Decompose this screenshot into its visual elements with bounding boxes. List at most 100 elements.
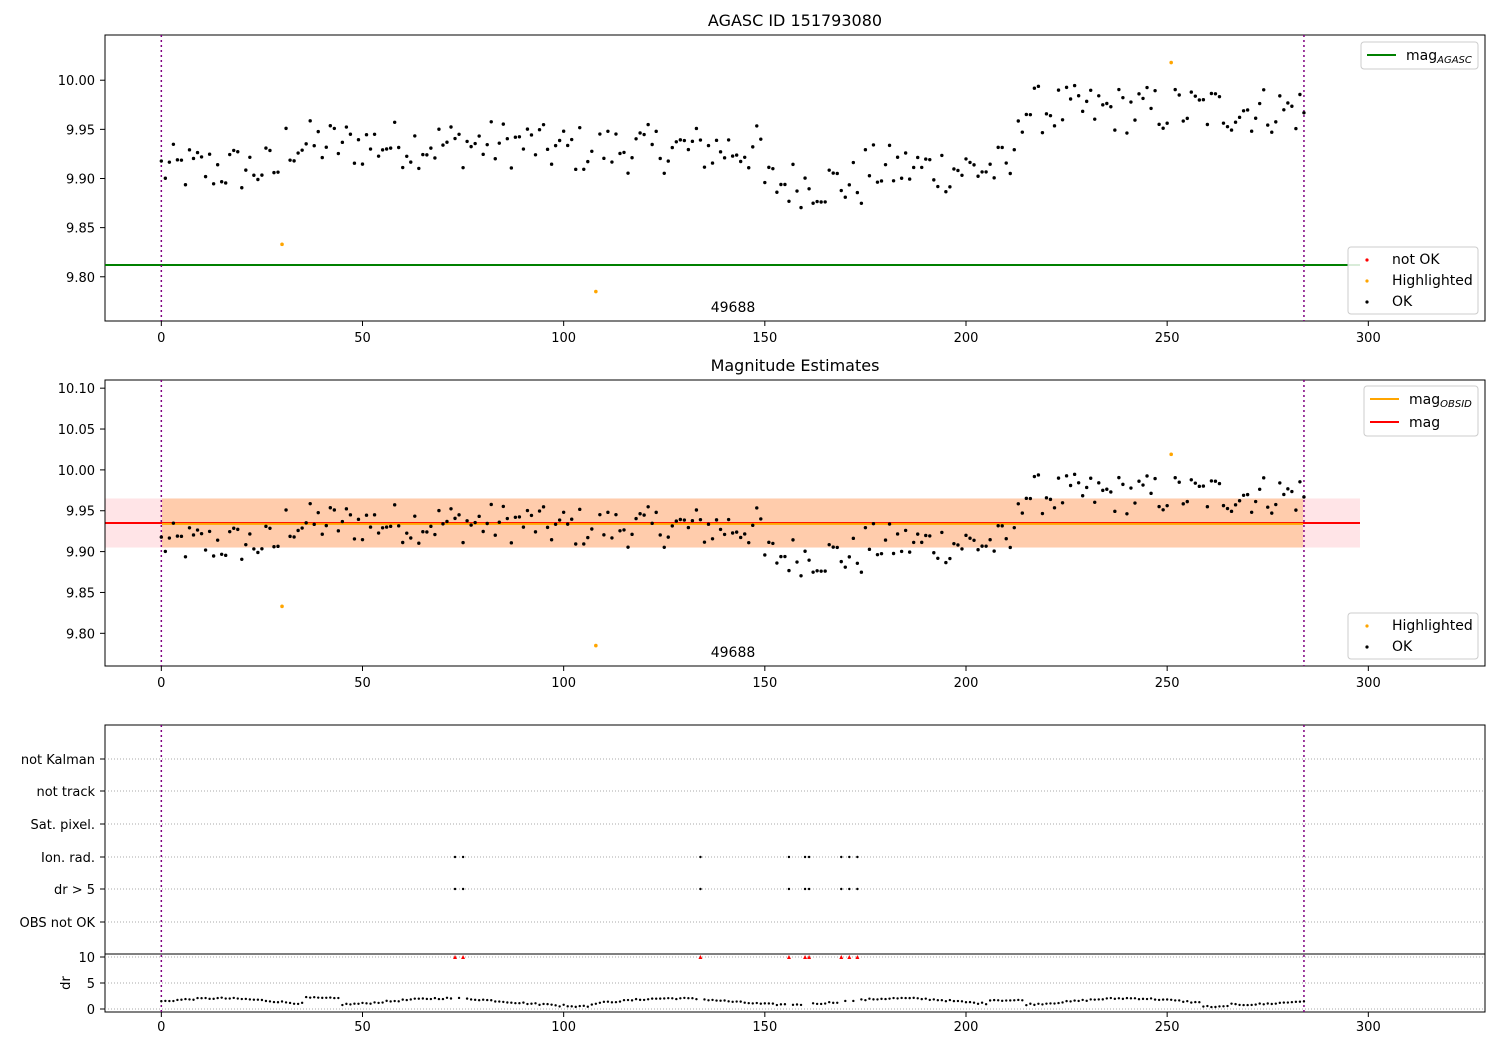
ok-point — [244, 168, 248, 172]
dr-point — [578, 1004, 581, 1008]
panel1-vlines — [160, 35, 1305, 321]
ok-point — [1080, 109, 1085, 114]
ok-point — [493, 157, 497, 161]
dr-point — [1029, 1002, 1032, 1005]
ok-point — [871, 143, 876, 147]
dr-point — [329, 996, 332, 999]
dr-axis-label: dr — [59, 976, 74, 990]
ok-point — [726, 517, 731, 522]
ok-point — [288, 534, 292, 539]
dr-point — [381, 1001, 384, 1004]
ok-point — [360, 162, 365, 166]
dr-point — [836, 1001, 839, 1004]
dr-point — [1190, 1001, 1193, 1004]
ok-point — [956, 168, 960, 173]
ok-point — [944, 560, 948, 565]
ok-point — [433, 532, 437, 537]
dr-point — [924, 997, 927, 1000]
ok-point — [1241, 493, 1246, 497]
ok-point — [590, 527, 594, 531]
panel1-y-axis: 9.80 9.85 9.90 9.95 10.00 — [58, 74, 105, 286]
dr-point — [928, 998, 931, 1002]
dr-point — [196, 996, 199, 1000]
dr-point — [264, 999, 268, 1003]
dr-gt-5-flag-point — [461, 887, 465, 891]
ok-point — [803, 176, 807, 180]
legend-box — [1360, 41, 1479, 70]
ok-point — [1249, 129, 1254, 133]
ok-point — [1105, 487, 1109, 491]
ok-point — [895, 532, 900, 536]
ok-point — [574, 167, 578, 172]
ok-point — [855, 561, 860, 566]
ok-point — [1298, 92, 1302, 97]
ok-point — [171, 521, 176, 525]
ok-point — [541, 505, 546, 509]
dr-point — [1037, 1002, 1040, 1005]
dr-point — [888, 997, 891, 1000]
ok-point — [618, 529, 622, 533]
dr-point — [232, 996, 235, 1000]
dr-point — [638, 998, 642, 1002]
ok-point — [183, 183, 188, 187]
ok-point — [980, 544, 984, 548]
ok-point — [618, 151, 622, 156]
ion-rad-flag-point — [807, 855, 811, 859]
ok-point — [368, 525, 373, 529]
ok-point — [807, 187, 811, 191]
highlighted-point — [1169, 452, 1173, 457]
ok-point — [968, 160, 972, 165]
ok-point — [775, 561, 779, 565]
x-tick-label: 50 — [354, 676, 371, 691]
dr-point — [779, 1003, 783, 1006]
dr-point — [815, 1002, 819, 1006]
ok-point — [328, 506, 333, 510]
ok-point — [437, 127, 441, 131]
dr-point — [864, 998, 867, 1002]
ok-point — [1084, 99, 1089, 104]
ok-point — [1125, 512, 1129, 516]
panel1-highlighted-points — [280, 60, 1173, 294]
ok-point — [936, 184, 940, 189]
dr-point — [172, 999, 175, 1003]
panel3-dr-axis: 0 5 10 — [78, 951, 1485, 1018]
ok-point — [996, 524, 1000, 528]
dr-point — [731, 1000, 734, 1004]
ok-point — [344, 125, 349, 129]
ok-point — [578, 125, 582, 130]
dr-point — [811, 1002, 815, 1005]
ok-point — [1290, 489, 1294, 494]
dr-point — [1097, 998, 1100, 1001]
dr-point — [630, 999, 634, 1002]
dr-point — [228, 997, 231, 1000]
ok-point — [795, 560, 799, 564]
dr-point — [707, 999, 710, 1002]
ok-point — [694, 126, 699, 131]
dr-flag-marker — [839, 955, 844, 959]
dr-point — [457, 996, 461, 1000]
dr-point — [433, 996, 437, 1000]
dr-flag-marker — [847, 955, 852, 959]
ok-point — [779, 554, 783, 559]
ok-point — [485, 142, 489, 147]
dr-point — [280, 1000, 284, 1003]
ok-point — [602, 533, 606, 537]
ok-point — [1245, 108, 1250, 112]
ok-point — [304, 521, 308, 525]
ok-point — [1270, 130, 1274, 134]
flag-label: not Kalman — [21, 753, 95, 768]
dr-point — [296, 1002, 300, 1006]
ok-point — [1121, 482, 1125, 487]
dr-point — [1194, 1000, 1197, 1004]
y-tick-label: 9.80 — [66, 271, 95, 286]
ok-point — [815, 569, 819, 573]
ok-point — [835, 171, 839, 176]
ok-point — [1298, 480, 1302, 484]
dr-point — [1137, 998, 1141, 1001]
panel1-x-axis: 0 50 100 150 200 250 300 — [157, 321, 1381, 346]
ok-point — [537, 509, 542, 513]
ok-point — [557, 138, 562, 143]
ok-point — [1068, 97, 1073, 101]
dr-point — [988, 999, 992, 1002]
ok-point — [1241, 109, 1246, 113]
